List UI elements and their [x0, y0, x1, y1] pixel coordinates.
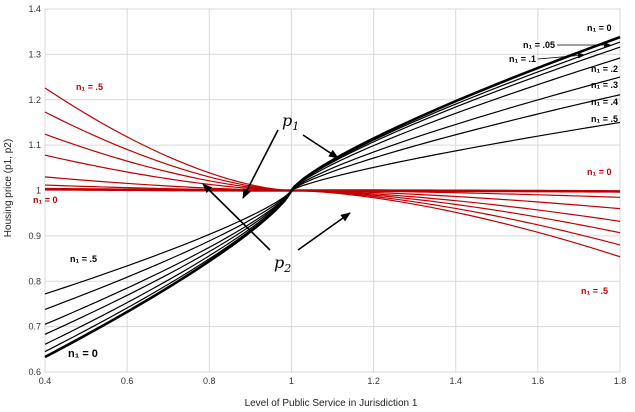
label-p1-n3-end: n₁ = .3 — [591, 80, 618, 90]
annotation-p2-label: p2 — [274, 253, 291, 275]
annotation-p1: p1 — [242, 111, 339, 199]
x-tick-label: 1.6 — [532, 376, 545, 386]
leader-arrow-n1 — [537, 52, 585, 60]
y-tick-label: 1.1 — [28, 140, 41, 150]
annotation-p1-arrow-left — [242, 129, 279, 199]
p2-series-line — [44, 87, 621, 258]
x-tick-label: 0.8 — [203, 376, 216, 386]
x-tick-label: 1 — [289, 376, 294, 386]
annotation-p1-label: p1 — [282, 111, 299, 133]
p1-series-line — [44, 121, 621, 295]
x-axis-title: Level of Public Service in Jurisdiction … — [245, 398, 418, 409]
label-p1-n4-end: n₁ = .4 — [591, 97, 618, 107]
p1-series-line — [44, 46, 621, 345]
y-tick-label: 0.7 — [28, 322, 41, 332]
label-p1-n0-end: n₁ = 0 — [587, 23, 611, 33]
label-p2-n5-end: n₁ = .5 — [581, 286, 608, 296]
x-tick-label: 0.4 — [39, 376, 52, 386]
y-tick-label: 1 — [36, 186, 41, 196]
y-tick-label: 0.9 — [28, 231, 41, 241]
tick-labels: 0.4 0.6 0.8 1 1.2 1.4 1.6 1.80.60.70.80.911.11.… — [28, 4, 626, 386]
y-tick-label: 1.2 — [28, 95, 41, 105]
label-p1-n5-start: n₁ = .5 — [70, 254, 97, 264]
label-p1-n5-end: n₁ = .5 — [591, 114, 618, 124]
x-tick-label: 1.2 — [367, 376, 380, 386]
label-p1-n05-end: n₁ = .05 — [523, 40, 555, 50]
p1-series-line — [44, 41, 621, 353]
annotation-p2-arrow-right — [297, 212, 351, 251]
annotation-p2: p2 — [202, 183, 351, 275]
p1-series-line — [44, 76, 621, 325]
p2-series-group — [44, 87, 621, 258]
y-tick-label: 1.4 — [28, 4, 41, 14]
label-p2-n0-start: n₁ = 0 — [33, 195, 57, 205]
y-tick-label: 0.8 — [28, 276, 41, 286]
p1-series-group — [44, 35, 621, 359]
label-p2-n0-end: n₁ = 0 — [587, 167, 611, 177]
x-tick-label: 0.6 — [121, 376, 134, 386]
p1-series-line — [44, 57, 621, 335]
y-tick-label: 0.6 — [28, 367, 41, 377]
annotation-p1-arrow-right — [302, 134, 339, 159]
p1-series-line — [44, 35, 621, 359]
y-tick-label: 1.3 — [28, 49, 41, 59]
p1-series-line — [44, 94, 621, 310]
label-p2-n5-start: n₁ = .5 — [76, 82, 103, 92]
label-p1-n0-start: n₁ = 0 — [68, 348, 98, 360]
annotation-p2-arrow-left — [202, 183, 271, 251]
p1-end-labels: n₁ = 0 n₁ = .05 n₁ = .1 n₁ = .2 n₁ = .3 … — [509, 23, 618, 124]
label-p1-n2-end: n₁ = .2 — [591, 64, 618, 74]
x-tick-label: 1.4 — [449, 376, 462, 386]
label-p1-n1-end: n₁ = .1 — [509, 54, 536, 64]
y-axis-title: Housing price (p1, p2) — [3, 139, 14, 237]
x-tick-label: 1.8 — [614, 376, 627, 386]
